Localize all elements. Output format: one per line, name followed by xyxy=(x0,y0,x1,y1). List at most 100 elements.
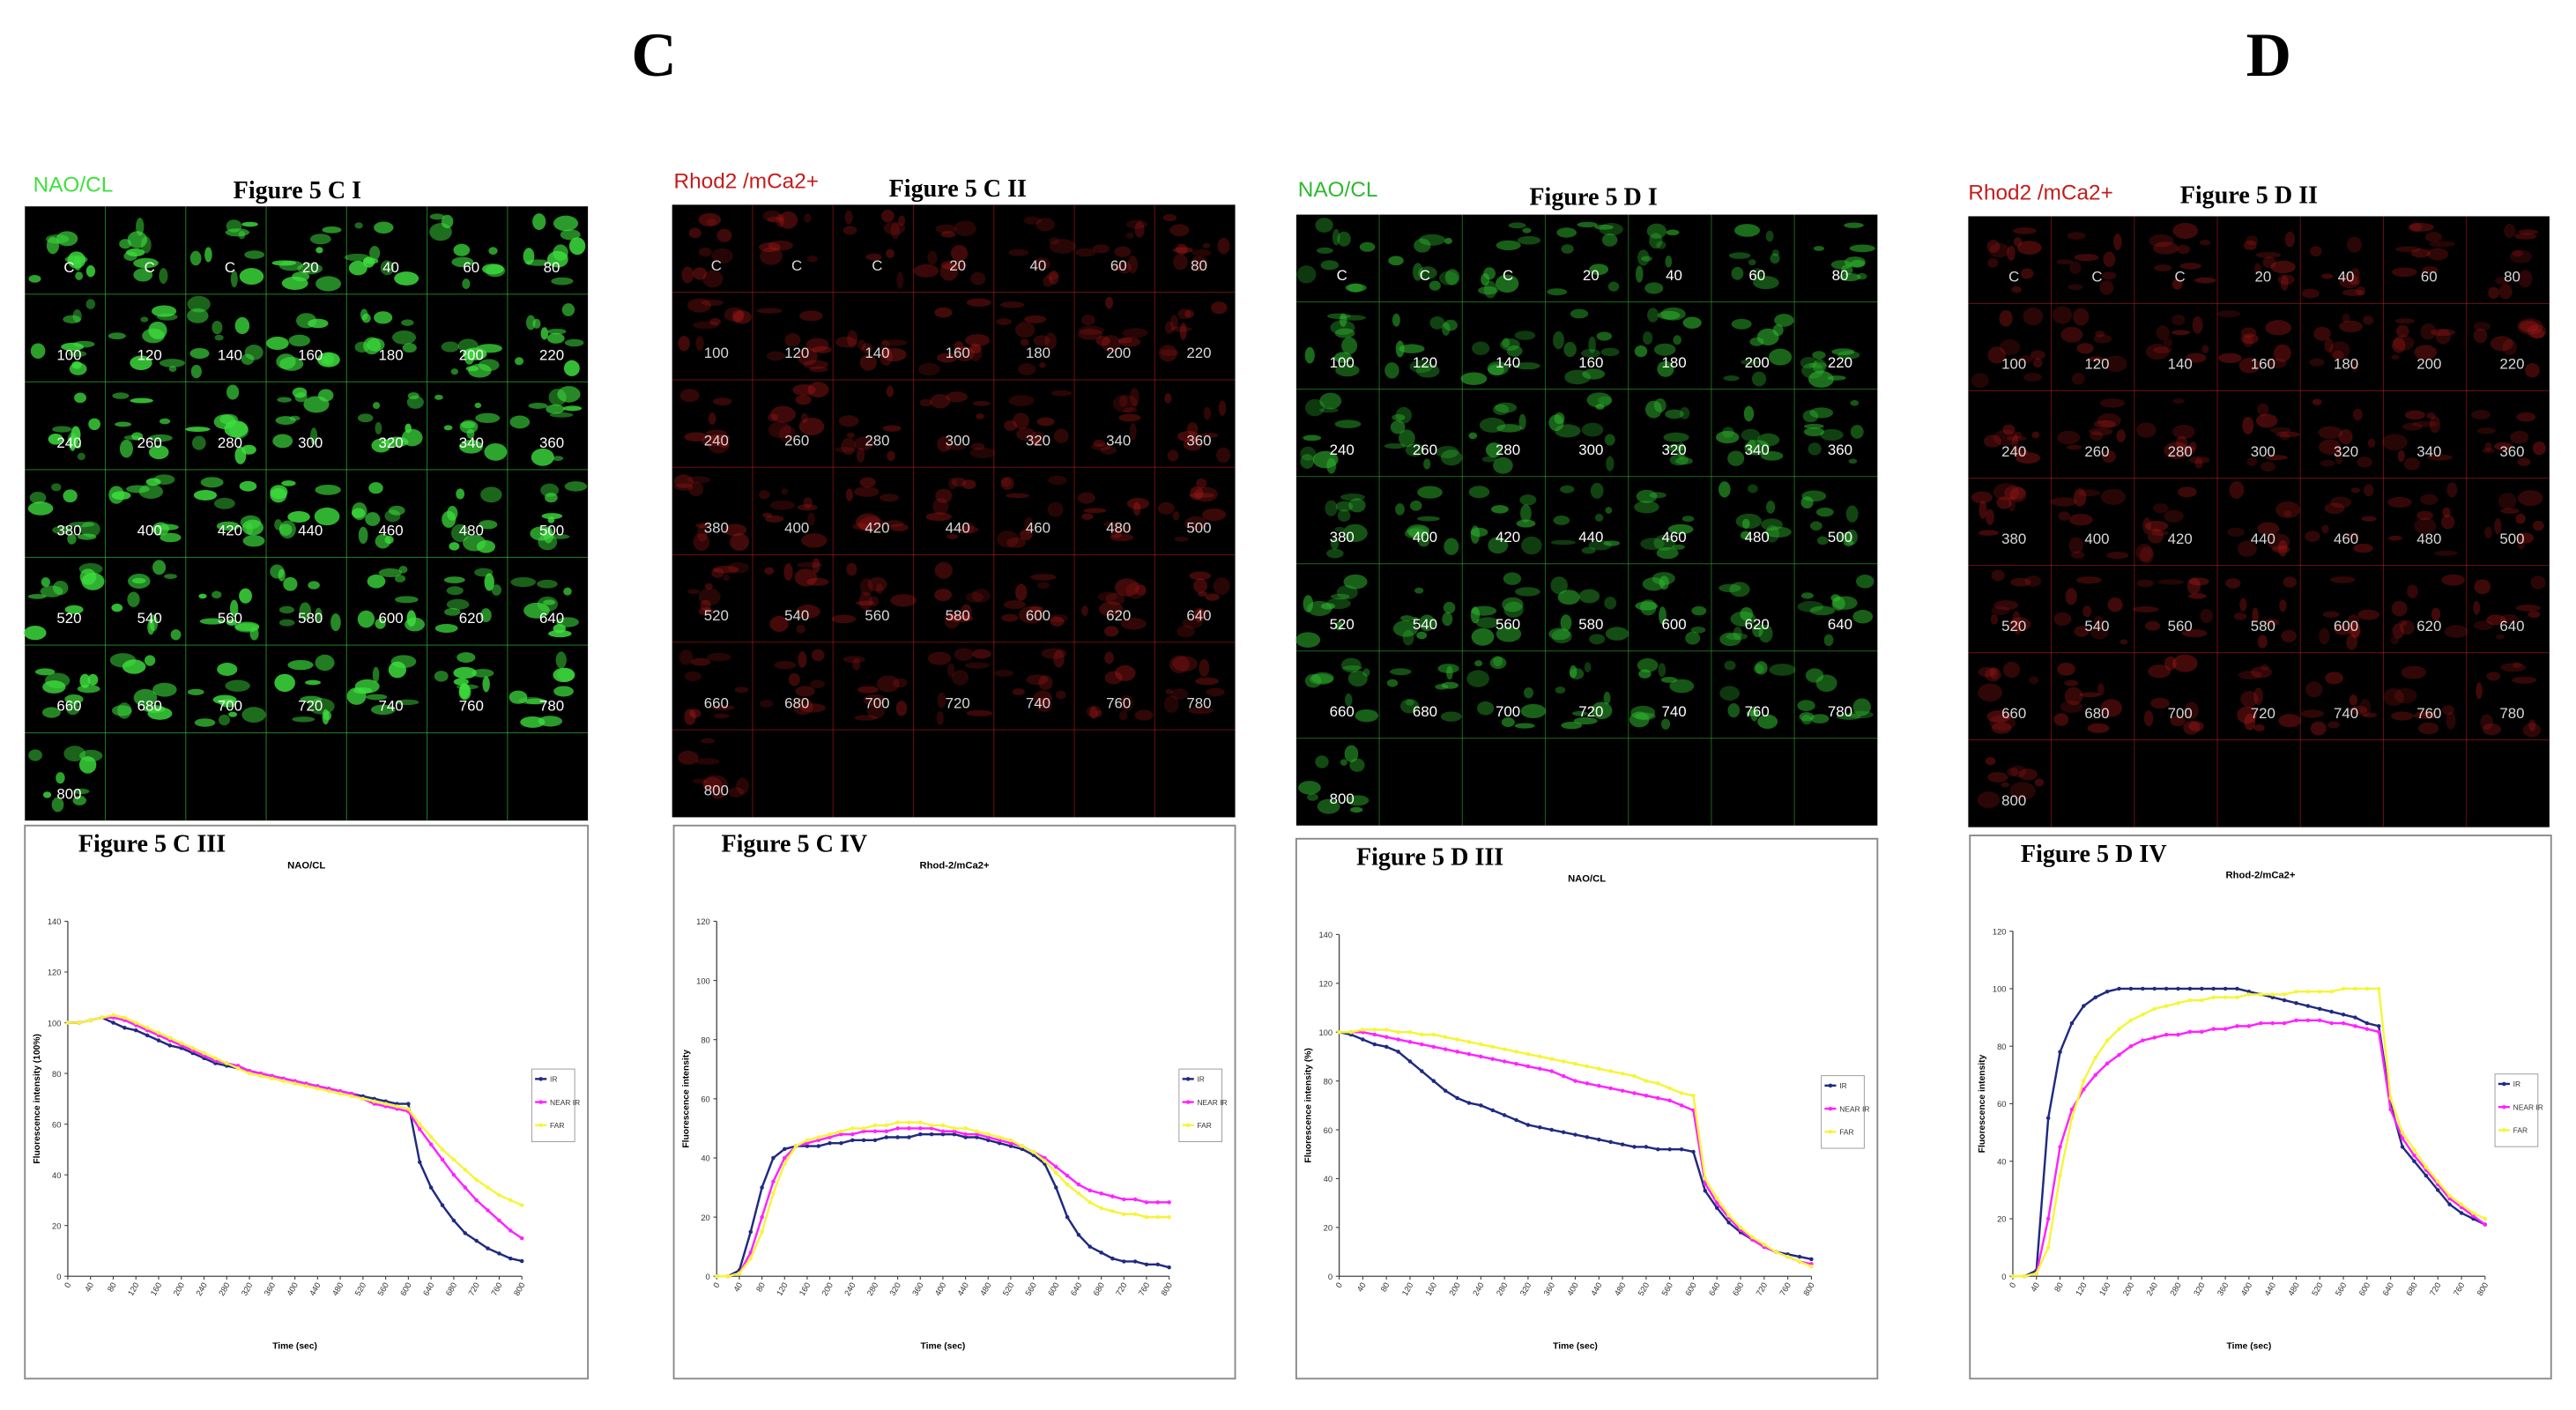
cell-blob xyxy=(716,228,732,242)
cell-blob xyxy=(2053,612,2072,626)
frame: 340 xyxy=(434,394,508,461)
cell-blob xyxy=(450,368,458,375)
cell-blob xyxy=(164,574,177,579)
cell-blob xyxy=(234,446,247,464)
cell-blob xyxy=(1993,429,2019,447)
cell-blob xyxy=(357,610,375,628)
cell-blob xyxy=(2001,782,2009,788)
cell-blob xyxy=(239,268,264,286)
legend-label: FAR xyxy=(2513,1126,2528,1135)
data-point xyxy=(1110,1209,1115,1213)
cell-blob xyxy=(947,533,959,539)
legend-marker xyxy=(1185,1100,1191,1104)
cell-blob xyxy=(1392,313,1400,327)
cell-blob xyxy=(308,581,320,590)
cell-blob xyxy=(74,392,87,404)
cell-blob xyxy=(402,343,417,353)
cell-blob xyxy=(444,607,461,616)
cell-blob xyxy=(548,389,567,406)
cell-blob xyxy=(549,533,570,539)
cell-blob xyxy=(360,308,368,321)
frame: 40 xyxy=(344,221,419,286)
cell-blob xyxy=(996,318,1012,325)
cell-blob xyxy=(2016,452,2041,464)
cell-blob xyxy=(1340,657,1362,673)
cell-blob xyxy=(1634,345,1648,358)
cell-blob xyxy=(1603,691,1611,705)
frame-label: 140 xyxy=(218,346,242,363)
data-point xyxy=(1132,1212,1138,1216)
cell-blob xyxy=(1548,627,1571,641)
cell-blob xyxy=(2330,496,2352,508)
frame-label: 360 xyxy=(1828,442,1852,458)
cell-blob xyxy=(510,577,537,588)
y-tick-label: 120 xyxy=(1318,980,1333,989)
cell-blob xyxy=(1036,218,1055,232)
cell-blob xyxy=(1342,523,1368,543)
cell-blob xyxy=(709,434,731,441)
cell-blob xyxy=(798,417,825,435)
frame-label: 160 xyxy=(2251,356,2275,373)
frame: 360 xyxy=(1164,393,1231,464)
cell-blob xyxy=(546,404,565,414)
data-point xyxy=(2353,986,2357,991)
cell-blob xyxy=(1514,362,1540,370)
frame-label: 480 xyxy=(459,523,484,539)
data-point xyxy=(1144,1214,1149,1220)
cell-blob xyxy=(698,588,721,605)
y-tick-label: 20 xyxy=(52,1221,61,1230)
cell-blob xyxy=(1436,445,1459,458)
cell-blob xyxy=(2429,416,2441,434)
cell-blob xyxy=(1339,313,1347,327)
cell-blob xyxy=(727,561,749,574)
cell-blob xyxy=(708,412,716,425)
data-point xyxy=(77,1020,82,1025)
frame-label: 420 xyxy=(1496,529,1520,545)
cell-blob xyxy=(673,474,694,488)
data-point xyxy=(715,1273,719,1279)
cell-blob xyxy=(2057,430,2081,445)
cell-blob xyxy=(241,353,255,365)
data-point xyxy=(2329,989,2334,994)
cell-blob xyxy=(1674,456,1693,465)
cell-blob xyxy=(812,345,832,353)
cell-blob xyxy=(694,758,720,765)
cell-blob xyxy=(2150,697,2170,709)
cell-blob xyxy=(24,626,47,641)
cell-blob xyxy=(1031,437,1041,446)
cell-blob xyxy=(2009,487,2027,502)
data-point xyxy=(1076,1182,1081,1187)
cell-blob xyxy=(63,489,78,503)
cell-blob xyxy=(2239,597,2247,612)
cell-blob xyxy=(315,607,323,624)
frame-label: C xyxy=(225,259,235,276)
cell-blob xyxy=(859,578,873,597)
cell-blob xyxy=(72,795,86,805)
cell-blob xyxy=(2517,538,2525,550)
frame-label: 500 xyxy=(1186,520,1211,537)
cell-blob xyxy=(1570,308,1589,319)
cell-blob xyxy=(2350,360,2359,372)
cell-blob xyxy=(2246,235,2259,246)
cell-blob xyxy=(1172,656,1198,672)
cell-blob xyxy=(2139,546,2154,564)
cell-blob xyxy=(434,623,458,633)
data-point xyxy=(1132,1197,1138,1202)
data-point xyxy=(2082,1004,2086,1008)
legend-label: IR xyxy=(550,1075,557,1084)
frame: 100 xyxy=(1971,307,2045,389)
cell-blob xyxy=(168,366,177,372)
frame: 20 xyxy=(1547,221,1623,296)
cell-blob xyxy=(1741,518,1750,529)
frame-label: 80 xyxy=(2504,269,2520,286)
cell-blob xyxy=(1753,276,1779,290)
frame: 380 xyxy=(673,474,749,552)
cell-blob xyxy=(2188,442,2197,451)
cell-blob xyxy=(2357,609,2379,620)
cell-blob xyxy=(1519,494,1537,506)
frame-label: 560 xyxy=(218,610,242,627)
cell-blob xyxy=(936,711,944,725)
cell-blob xyxy=(1845,505,1859,523)
y-tick-label: 0 xyxy=(56,1273,61,1281)
cell-blob xyxy=(2387,496,2412,508)
